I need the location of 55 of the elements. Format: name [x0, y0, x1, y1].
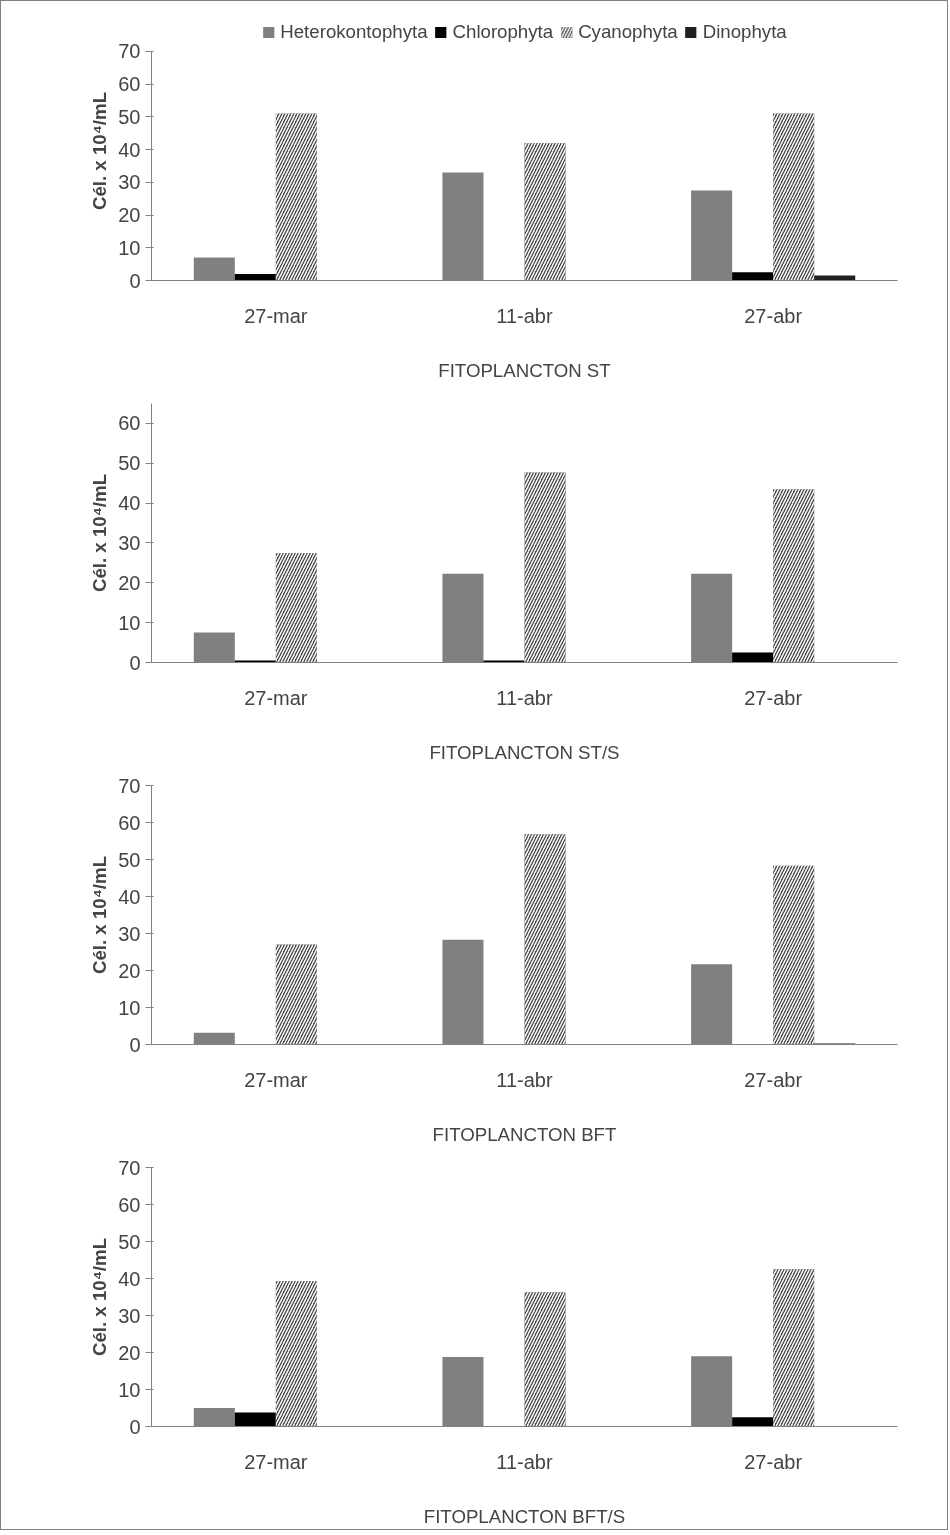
y-axis-title: Cél. x 10⁴/mL — [89, 91, 111, 211]
y-tick-label: 0 — [129, 651, 141, 674]
y-tick-label: 20 — [118, 959, 141, 982]
y-tick-label: 50 — [118, 1230, 141, 1253]
y-tick-label: 50 — [118, 848, 141, 871]
y-tick-label: 40 — [118, 492, 141, 515]
y-tick-label: 0 — [129, 1033, 141, 1056]
y-tick-label: 40 — [118, 885, 141, 908]
x-tick-label: 27-mar — [244, 1068, 308, 1091]
x-tick-label: 11-abr — [496, 1450, 553, 1473]
x-tick-label: 27-abr — [744, 1068, 803, 1091]
y-tick-label: 0 — [129, 269, 141, 292]
legend-label: Chlorophyta — [452, 21, 554, 43]
y-tick-label: 10 — [118, 1378, 141, 1401]
y-axis-title: Cél. x 10⁴/mL — [89, 473, 111, 593]
legend-label: Heterokontophyta — [280, 21, 428, 43]
x-tick-label: 27-abr — [744, 304, 803, 327]
y-tick-label: 30 — [118, 922, 141, 945]
x-tick-label: 27-mar — [244, 686, 308, 709]
y-tick-label: 50 — [118, 452, 141, 475]
y-tick-label: 10 — [118, 996, 141, 1019]
x-axis-title: FITOPLANCTON BFT — [432, 1123, 617, 1145]
y-tick-label: 10 — [118, 611, 141, 634]
y-tick-label: 60 — [118, 73, 141, 96]
x-tick-label: 27-abr — [744, 686, 803, 709]
x-tick-label: 27-mar — [244, 1450, 308, 1473]
y-tick-label: 70 — [118, 40, 141, 63]
y-tick-label: 20 — [118, 1341, 141, 1364]
legend-label: Cyanophyta — [578, 21, 678, 43]
y-tick-label: 50 — [118, 105, 141, 128]
y-tick-label: 70 — [118, 774, 141, 797]
y-tick-label: 40 — [118, 1267, 141, 1290]
x-axis-title: FITOPLANCTON BFT/S — [423, 1505, 626, 1527]
x-axis-title: FITOPLANCTON ST — [438, 359, 611, 381]
x-tick-label: 11-abr — [496, 686, 553, 709]
y-tick-label: 30 — [118, 531, 141, 554]
y-tick-label: 70 — [118, 1156, 141, 1179]
y-tick-label: 60 — [118, 811, 141, 834]
y-axis-title: Cél. x 10⁴/mL — [89, 1237, 111, 1357]
x-tick-label: 11-abr — [496, 1068, 553, 1091]
y-tick-label: 30 — [118, 1304, 141, 1327]
y-tick-label: 0 — [129, 1415, 141, 1438]
y-tick-label: 20 — [118, 204, 141, 227]
y-tick-label: 10 — [118, 236, 141, 259]
legend-label: Dinophyta — [702, 21, 787, 43]
x-axis-title: FITOPLANCTON ST/S — [429, 741, 620, 763]
x-tick-label: 27-mar — [244, 304, 308, 327]
y-tick-label: 60 — [118, 412, 141, 435]
y-tick-label: 40 — [118, 138, 141, 161]
x-tick-label: 27-abr — [744, 1450, 803, 1473]
y-tick-label: 60 — [118, 1193, 141, 1216]
y-axis-title: Cél. x 10⁴/mL — [89, 855, 111, 975]
y-tick-label: 30 — [118, 171, 141, 194]
y-tick-label: 20 — [118, 571, 141, 594]
x-tick-label: 11-abr — [496, 304, 553, 327]
